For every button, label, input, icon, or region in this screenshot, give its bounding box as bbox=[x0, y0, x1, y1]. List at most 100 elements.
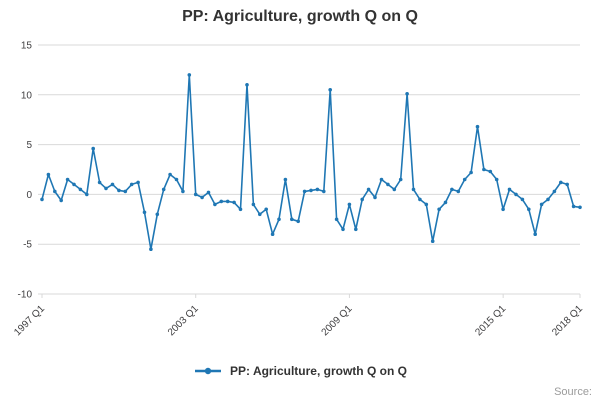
point-marker bbox=[123, 189, 128, 194]
point-marker bbox=[462, 177, 467, 182]
point-marker bbox=[398, 177, 403, 182]
point-marker bbox=[200, 195, 204, 200]
point-marker bbox=[174, 177, 179, 182]
point-marker bbox=[277, 217, 281, 222]
point-marker bbox=[379, 177, 384, 182]
point-marker bbox=[366, 187, 371, 192]
point-marker bbox=[238, 207, 243, 212]
point-marker bbox=[437, 207, 441, 212]
chart-title: PP: Agriculture, growth Q on Q bbox=[182, 8, 418, 25]
point-marker bbox=[475, 124, 480, 129]
point-marker bbox=[354, 227, 358, 232]
line-chart: 15 10 5 0 -5 -10 1997 Q1 2003 Q1 2009 Q1 2015 Q1 2… bbox=[12, 41, 585, 339]
point-marker bbox=[245, 83, 249, 87]
point-marker bbox=[110, 182, 115, 187]
point-marker bbox=[219, 199, 224, 204]
x-tick-label: 2018 Q1 bbox=[550, 303, 585, 338]
x-tick-label: 2003 Q1 bbox=[166, 303, 201, 338]
point-marker bbox=[225, 199, 230, 204]
point-marker bbox=[46, 172, 51, 177]
point-marker bbox=[65, 177, 70, 182]
point-marker bbox=[296, 219, 301, 224]
point-marker bbox=[149, 247, 153, 251]
point-marker bbox=[578, 205, 582, 210]
point-marker bbox=[302, 189, 307, 194]
point-marker bbox=[72, 182, 76, 187]
point-marker bbox=[456, 189, 461, 194]
y-tick-label: 15 bbox=[21, 41, 33, 52]
point-marker bbox=[552, 189, 557, 194]
point-marker bbox=[482, 167, 486, 172]
legend-series-label: PP: Agriculture, growth Q on Q bbox=[230, 364, 407, 378]
y-tick-label: 5 bbox=[26, 140, 32, 151]
point-marker bbox=[514, 192, 518, 197]
point-marker bbox=[136, 180, 140, 185]
point-marker bbox=[168, 172, 172, 177]
point-marker bbox=[424, 202, 429, 207]
point-marker bbox=[341, 227, 345, 232]
point-marker bbox=[283, 177, 288, 182]
y-tick-label: -5 bbox=[23, 240, 32, 251]
point-marker bbox=[161, 187, 166, 192]
point-marker bbox=[501, 207, 505, 212]
point-marker bbox=[373, 195, 377, 200]
point-marker bbox=[443, 200, 448, 205]
y-tick-label: 0 bbox=[26, 190, 32, 201]
legend: PP: Agriculture, growth Q on Q bbox=[0, 364, 600, 378]
y-tick-label: -10 bbox=[18, 290, 33, 301]
point-marker bbox=[85, 192, 89, 197]
point-marker bbox=[78, 187, 83, 192]
point-marker bbox=[193, 192, 198, 197]
point-marker bbox=[181, 189, 185, 194]
point-marker bbox=[520, 197, 525, 202]
point-marker bbox=[360, 197, 365, 202]
point-marker bbox=[392, 187, 397, 192]
point-marker bbox=[488, 169, 493, 174]
point-marker bbox=[571, 204, 576, 209]
point-marker bbox=[533, 232, 537, 236]
point-marker bbox=[232, 200, 236, 205]
point-marker bbox=[539, 202, 544, 207]
point-marker bbox=[405, 92, 409, 96]
point-marker bbox=[187, 73, 192, 77]
point-marker bbox=[104, 186, 108, 191]
y-tick-label: 10 bbox=[21, 90, 33, 101]
point-marker bbox=[59, 198, 63, 203]
point-marker bbox=[142, 210, 147, 215]
point-marker bbox=[347, 202, 352, 207]
point-marker bbox=[40, 197, 44, 202]
point-marker bbox=[270, 232, 275, 236]
point-marker bbox=[469, 170, 473, 175]
point-marker bbox=[430, 239, 435, 243]
point-marker bbox=[53, 189, 57, 194]
point-marker bbox=[206, 190, 211, 195]
series-line bbox=[41, 74, 581, 250]
x-tick-label: 2009 Q1 bbox=[320, 303, 355, 338]
x-tick-label: 1997 Q1 bbox=[12, 303, 47, 338]
legend-marker-icon bbox=[195, 367, 222, 375]
point-marker bbox=[334, 217, 339, 222]
point-marker bbox=[559, 180, 563, 185]
point-marker bbox=[155, 212, 160, 217]
point-marker bbox=[251, 202, 256, 207]
point-marker bbox=[258, 212, 262, 217]
point-marker bbox=[494, 177, 499, 182]
point-marker bbox=[97, 180, 102, 185]
point-marker bbox=[450, 187, 454, 192]
point-marker bbox=[322, 189, 326, 194]
point-marker bbox=[290, 217, 294, 222]
point-marker bbox=[91, 146, 95, 151]
point-marker bbox=[264, 207, 269, 212]
point-marker bbox=[527, 207, 531, 212]
point-marker bbox=[418, 197, 422, 202]
point-marker bbox=[315, 187, 320, 192]
point-marker bbox=[565, 182, 569, 187]
x-tick-label: 2015 Q1 bbox=[473, 303, 508, 338]
point-marker bbox=[386, 182, 390, 187]
point-marker bbox=[328, 88, 333, 92]
source-label: Source: bbox=[554, 386, 592, 398]
point-marker bbox=[546, 197, 550, 202]
point-marker bbox=[213, 202, 217, 207]
point-marker bbox=[309, 188, 313, 193]
